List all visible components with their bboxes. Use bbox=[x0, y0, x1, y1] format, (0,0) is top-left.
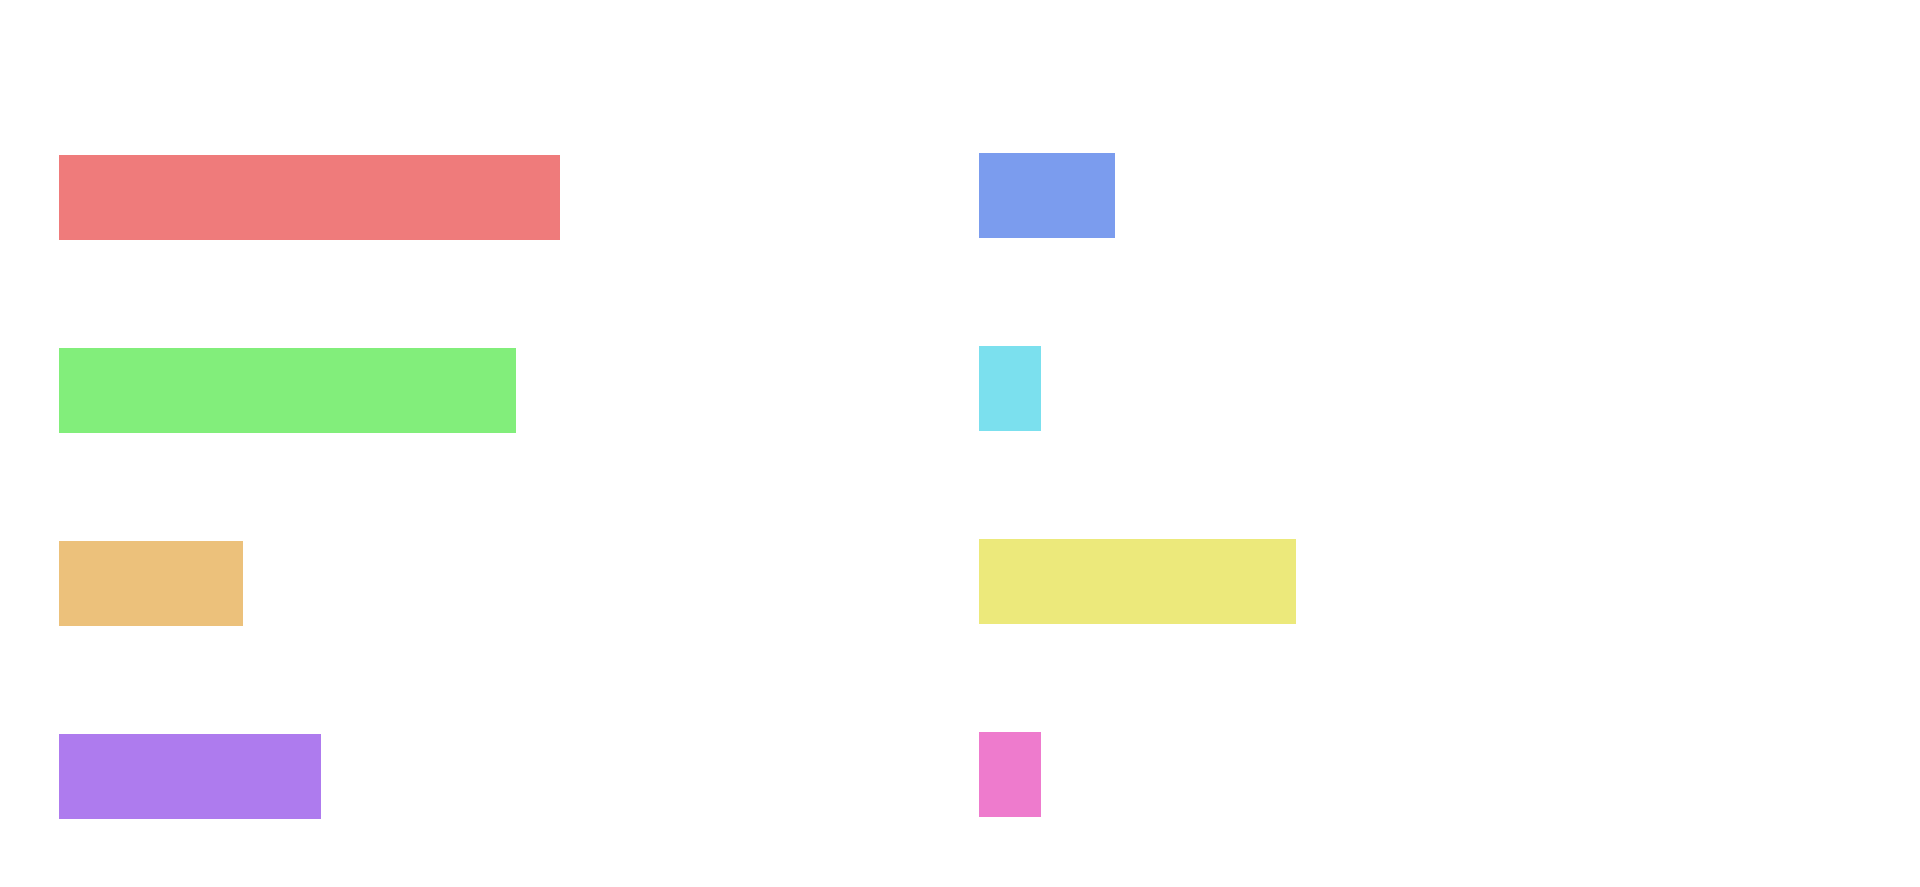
red-bar bbox=[59, 155, 560, 240]
purple-bar bbox=[59, 734, 321, 819]
pink-bar bbox=[979, 732, 1041, 817]
yellow-bar bbox=[979, 539, 1296, 624]
cyan-bar bbox=[979, 346, 1041, 431]
green-bar bbox=[59, 348, 516, 433]
orange-bar bbox=[59, 541, 243, 626]
blue-bar bbox=[979, 153, 1115, 238]
